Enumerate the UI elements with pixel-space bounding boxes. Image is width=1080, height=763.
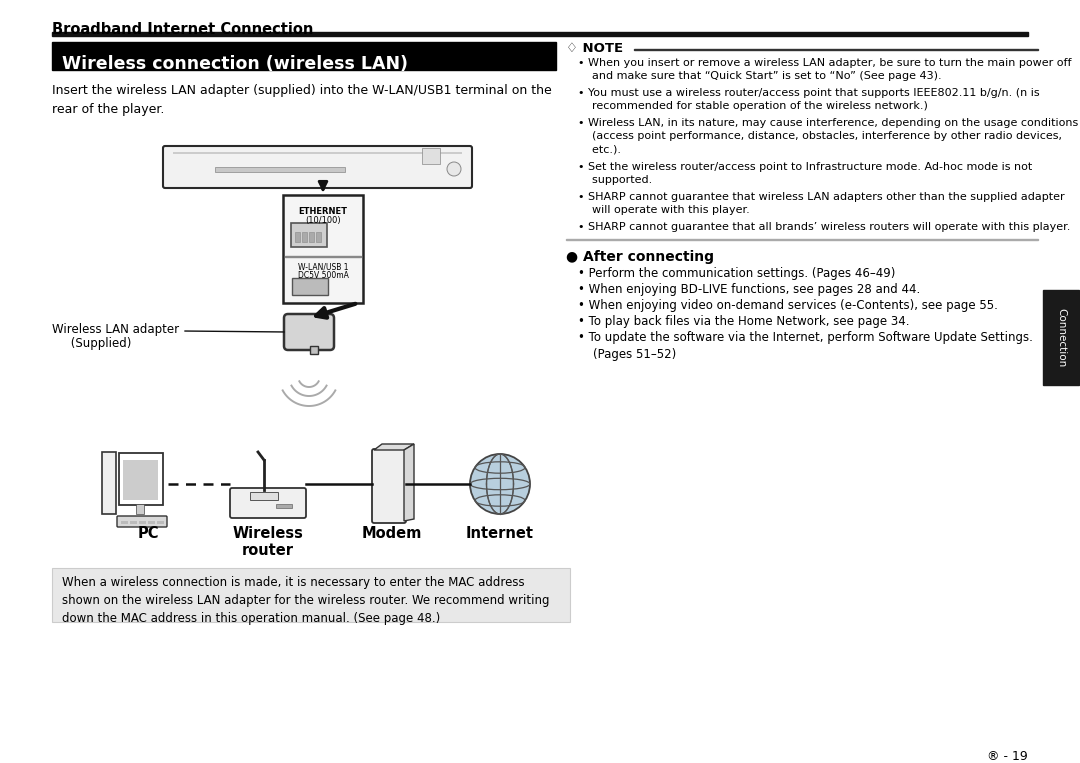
Bar (52, 42, 556, 70)
Text: • When you insert or remove a wireless LAN adapter, be sure to turn the main pow: • When you insert or remove a wireless L… (578, 58, 1071, 81)
Text: • To update the software via the Internet, perform Software Update Settings.
   : • To update the software via the Interne… (578, 331, 1032, 361)
Bar (123, 460, 158, 500)
Bar (291, 223, 327, 247)
Text: • SHARP cannot guarantee that wireless LAN adapters other than the supplied adap: • SHARP cannot guarantee that wireless L… (578, 192, 1065, 214)
Bar (136, 504, 144, 514)
Polygon shape (404, 444, 414, 521)
FancyBboxPatch shape (292, 278, 328, 295)
Bar (121, 521, 129, 524)
Bar (302, 232, 307, 242)
Bar (283, 195, 363, 303)
Bar (316, 232, 321, 242)
Bar (295, 232, 300, 242)
FancyBboxPatch shape (119, 453, 163, 505)
Bar (139, 521, 146, 524)
Text: Wireless connection (wireless LAN): Wireless connection (wireless LAN) (62, 55, 408, 73)
Text: • You must use a wireless router/access point that supports IEEE802.11 b/g/n. (n: • You must use a wireless router/access … (578, 88, 1040, 111)
FancyBboxPatch shape (163, 146, 472, 188)
Bar (566, 239, 1038, 240)
Text: • When enjoying video on-demand services (e-Contents), see page 55.: • When enjoying video on-demand services… (578, 299, 998, 312)
Text: Internet: Internet (465, 526, 534, 541)
Bar (309, 232, 314, 242)
Bar (52, 568, 570, 622)
Bar (634, 49, 1038, 50)
Text: Modem: Modem (362, 526, 422, 541)
Text: Broadband Internet Connection: Broadband Internet Connection (52, 22, 313, 37)
Text: • To play back files via the Home Network, see page 34.: • To play back files via the Home Networ… (578, 315, 909, 328)
Text: (10/100): (10/100) (306, 216, 341, 225)
Bar (1043, 290, 1079, 385)
Text: Insert the wireless LAN adapter (supplied) into the W-LAN/USB1 terminal on the
r: Insert the wireless LAN adapter (supplie… (52, 84, 552, 115)
FancyBboxPatch shape (284, 314, 334, 350)
Text: ® - 19: ® - 19 (987, 750, 1028, 763)
FancyBboxPatch shape (372, 449, 406, 523)
FancyBboxPatch shape (117, 516, 167, 527)
Text: Wireless
router: Wireless router (232, 526, 303, 559)
Circle shape (447, 162, 461, 176)
Bar (148, 521, 156, 524)
Bar (157, 521, 164, 524)
Text: • Perform the communication settings. (Pages 46–49): • Perform the communication settings. (P… (578, 267, 895, 280)
Text: • When enjoying BD-LIVE functions, see pages 28 and 44.: • When enjoying BD-LIVE functions, see p… (578, 283, 920, 296)
Text: DC5V 500mA: DC5V 500mA (298, 271, 349, 280)
Text: Connection: Connection (1056, 308, 1066, 367)
Text: • Wireless LAN, in its nature, may cause interference, depending on the usage co: • Wireless LAN, in its nature, may cause… (578, 118, 1078, 154)
Bar (215, 167, 345, 172)
Text: • Set the wireless router/access point to Infrastructure mode. Ad-hoc mode is no: • Set the wireless router/access point t… (578, 162, 1032, 185)
Bar (130, 521, 137, 524)
Text: (Supplied): (Supplied) (52, 337, 132, 350)
Text: ♢ NOTE: ♢ NOTE (566, 42, 623, 55)
Bar (310, 346, 318, 354)
Bar (102, 452, 116, 514)
Text: W-LAN/USB 1: W-LAN/USB 1 (298, 263, 348, 272)
Bar (173, 152, 462, 154)
Text: • SHARP cannot guarantee that all brands’ wireless routers will operate with thi: • SHARP cannot guarantee that all brands… (578, 221, 1070, 231)
Circle shape (470, 454, 530, 514)
Text: Wireless LAN adapter: Wireless LAN adapter (52, 323, 179, 336)
Bar (285, 256, 361, 257)
Bar (276, 504, 292, 508)
Text: When a wireless connection is made, it is necessary to enter the MAC address
sho: When a wireless connection is made, it i… (62, 576, 550, 625)
Bar (422, 148, 440, 164)
Bar (249, 492, 278, 500)
Text: ● After connecting: ● After connecting (566, 250, 714, 264)
Polygon shape (374, 444, 414, 450)
Bar (52, 32, 1028, 36)
FancyBboxPatch shape (230, 488, 306, 518)
Text: ETHERNET: ETHERNET (298, 207, 348, 216)
Text: PC: PC (137, 526, 159, 541)
